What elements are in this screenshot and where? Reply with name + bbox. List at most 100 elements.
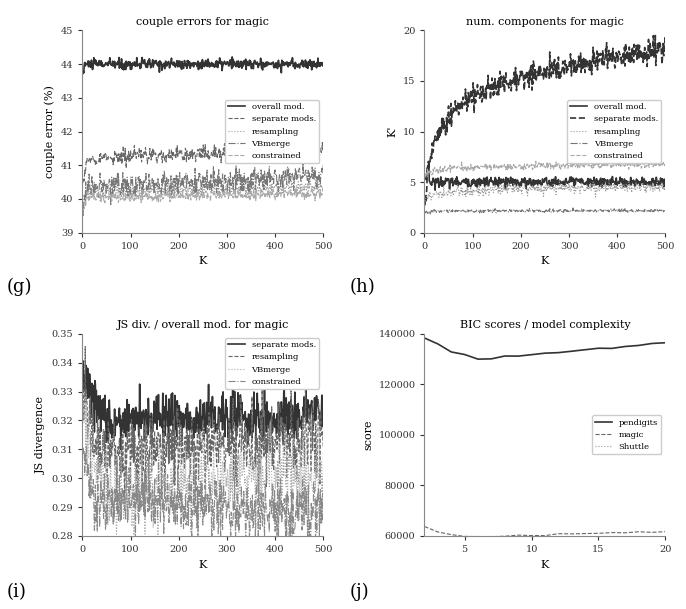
constrained: [657, 161, 665, 169]
VBmerge: [196, 474, 204, 482]
VBmerge: [222, 177, 230, 184]
resampling: [306, 177, 314, 185]
resampling: [319, 185, 327, 192]
pendigits: [541, 350, 549, 357]
constrained: [193, 482, 202, 490]
separate mods.: [193, 151, 201, 158]
resampling: [193, 191, 202, 198]
pendigits: [594, 345, 602, 352]
VBmerge: [79, 212, 87, 219]
separate mods.: [117, 446, 125, 453]
Legend: overall mod., separate mods., resampling, VBmerge, constrained: overall mod., separate mods., resampling…: [225, 100, 319, 163]
Shuttle: [635, 546, 643, 554]
Text: (i): (i): [7, 583, 27, 601]
Line: VBmerge: VBmerge: [425, 208, 665, 214]
overall mod.: [228, 53, 236, 60]
VBmerge: [661, 208, 670, 215]
constrained: [314, 189, 322, 196]
X-axis label: K: K: [541, 256, 549, 266]
pendigits: [635, 342, 643, 349]
resampling: [121, 500, 129, 507]
VBmerge: [421, 208, 429, 215]
overall mod.: [314, 54, 322, 62]
resampling: [537, 182, 545, 189]
Title: couple errors for magic: couple errors for magic: [137, 17, 270, 27]
resampling: [223, 448, 231, 455]
magic: [487, 533, 495, 540]
constrained: [222, 515, 230, 522]
VBmerge: [79, 409, 87, 417]
constrained: [304, 558, 312, 565]
Shuttle: [594, 548, 602, 555]
magic: [635, 528, 643, 535]
VBmerge: [195, 169, 203, 176]
overall mod.: [565, 179, 573, 186]
Shuttle: [661, 544, 670, 552]
resampling: [552, 182, 560, 189]
magic: [421, 523, 429, 530]
X-axis label: K: K: [199, 256, 207, 266]
magic: [661, 528, 670, 535]
Line: pendigits: pendigits: [425, 338, 665, 359]
separate mods.: [536, 65, 545, 72]
constrained: [79, 213, 87, 220]
Line: Shuttle: Shuttle: [425, 546, 665, 555]
Legend: separate mods., resampling, VBmerge, constrained: separate mods., resampling, VBmerge, con…: [225, 338, 319, 389]
overall mod.: [657, 174, 665, 181]
VBmerge: [314, 176, 322, 183]
VBmerge: [193, 175, 202, 183]
resampling: [196, 445, 204, 452]
Y-axis label: K': K': [388, 126, 397, 137]
overall mod.: [425, 159, 433, 166]
Shuttle: [434, 547, 442, 555]
magic: [514, 532, 522, 539]
VBmerge: [194, 501, 202, 508]
constrained: [195, 484, 203, 491]
Shuttle: [501, 551, 509, 558]
overall mod.: [619, 180, 627, 187]
VBmerge: [314, 491, 322, 498]
Line: VBmerge: VBmerge: [83, 394, 323, 549]
resampling: [421, 197, 429, 205]
resampling: [209, 185, 217, 192]
pendigits: [501, 353, 509, 360]
resampling: [276, 414, 285, 421]
magic: [594, 530, 602, 537]
resampling: [657, 180, 665, 188]
Text: (g): (g): [7, 278, 32, 297]
magic: [581, 530, 589, 537]
resampling: [555, 178, 563, 186]
Line: resampling: resampling: [425, 182, 665, 201]
magic: [621, 529, 629, 537]
constrained: [421, 170, 429, 177]
constrained: [537, 159, 545, 166]
Line: VBmerge: VBmerge: [83, 163, 323, 216]
Line: separate mods.: separate mods.: [83, 140, 323, 183]
separate mods.: [210, 411, 218, 418]
separate mods.: [196, 412, 204, 419]
magic: [554, 530, 563, 537]
constrained: [195, 189, 203, 196]
separate mods.: [79, 389, 87, 396]
pendigits: [648, 340, 656, 347]
overall mod.: [79, 69, 87, 77]
Line: separate mods.: separate mods.: [83, 361, 323, 449]
separate mods.: [656, 40, 664, 47]
Shuttle: [581, 549, 589, 556]
Shuttle: [447, 549, 456, 556]
constrained: [536, 160, 544, 167]
Y-axis label: JS divergence: JS divergence: [36, 396, 46, 474]
Text: (j): (j): [350, 583, 370, 601]
separate mods.: [314, 405, 322, 412]
Line: overall mod.: overall mod.: [425, 163, 665, 190]
magic: [567, 530, 576, 538]
VBmerge: [319, 447, 327, 454]
VBmerge: [210, 441, 218, 448]
Line: constrained: constrained: [83, 435, 323, 561]
constrained: [552, 162, 560, 169]
magic: [447, 531, 456, 538]
VBmerge: [276, 176, 285, 183]
Legend: overall mod., separate mods., resampling, VBmerge, constrained: overall mod., separate mods., resampling…: [567, 100, 661, 163]
Shuttle: [514, 551, 522, 558]
constrained: [314, 485, 322, 493]
